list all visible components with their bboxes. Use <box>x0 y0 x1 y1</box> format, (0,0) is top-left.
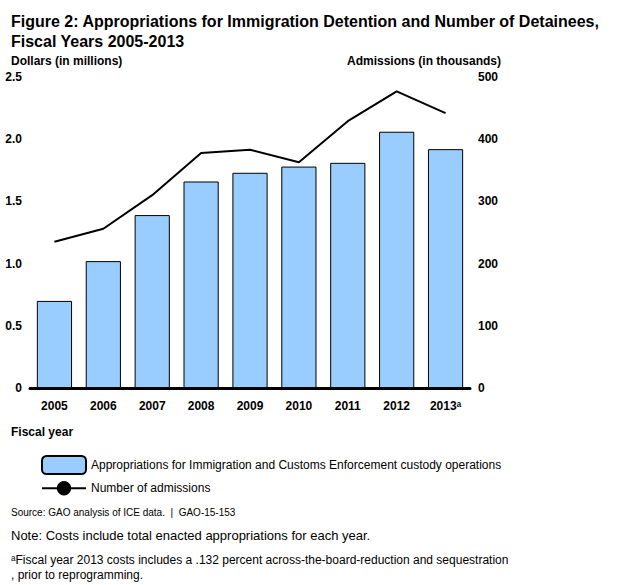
svg-text:400: 400 <box>478 132 498 146</box>
svg-text:0: 0 <box>15 381 22 395</box>
svg-text:ᵃFiscal year 2013 costs includ: ᵃFiscal year 2013 costs includes a .132 … <box>11 553 508 567</box>
svg-text:2009: 2009 <box>237 399 264 413</box>
svg-text:2007: 2007 <box>139 399 166 413</box>
svg-text:1.0: 1.0 <box>5 257 22 271</box>
svg-text:Admissions (in thousands): Admissions (in thousands) <box>347 54 501 68</box>
svg-text:2.0: 2.0 <box>5 132 22 146</box>
svg-text:Appropriations for Immigration: Appropriations for Immigration and Custo… <box>91 458 501 472</box>
svg-text:Fiscal year: Fiscal year <box>11 425 73 439</box>
svg-text:300: 300 <box>478 194 498 208</box>
svg-text:2008: 2008 <box>188 399 215 413</box>
svg-text:0.5: 0.5 <box>5 319 22 333</box>
svg-text:500: 500 <box>478 70 498 84</box>
svg-text:2013ᵃ: 2013ᵃ <box>430 399 462 413</box>
svg-text:2.5: 2.5 <box>5 70 22 84</box>
svg-text:Number of admissions: Number of admissions <box>91 481 210 495</box>
svg-text:2010: 2010 <box>286 399 313 413</box>
svg-text:Source: GAO analysis of ICE da: Source: GAO analysis of ICE data. | GAO-… <box>11 507 236 518</box>
svg-text:1.5: 1.5 <box>5 194 22 208</box>
svg-text:, prior to reprogramming.: , prior to reprogramming. <box>11 568 143 582</box>
svg-text:100: 100 <box>478 319 498 333</box>
svg-text:2005: 2005 <box>41 399 68 413</box>
svg-text:Fiscal Years 2005-2013: Fiscal Years 2005-2013 <box>11 33 184 50</box>
svg-text:Dollars (in millions): Dollars (in millions) <box>11 54 122 68</box>
svg-text:200: 200 <box>478 257 498 271</box>
svg-text:Note: Costs include total enac: Note: Costs include total enacted approp… <box>11 528 370 543</box>
svg-text:2006: 2006 <box>90 399 117 413</box>
svg-text:0: 0 <box>478 381 485 395</box>
svg-text:2011: 2011 <box>335 399 361 413</box>
svg-text:Figure 2: Appropriations for I: Figure 2: Appropriations for Immigration… <box>11 13 603 30</box>
svg-text:2012: 2012 <box>383 399 410 413</box>
